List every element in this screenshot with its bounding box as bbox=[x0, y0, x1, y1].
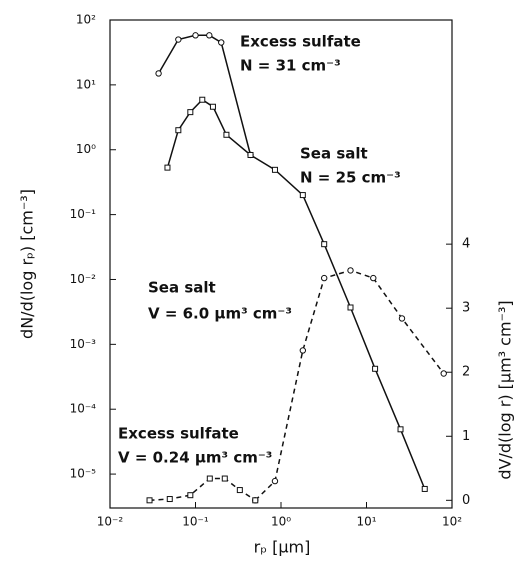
marker bbox=[252, 497, 259, 504]
marker bbox=[206, 32, 213, 39]
marker bbox=[199, 96, 206, 103]
annotation: N = 31 cm⁻³ bbox=[240, 57, 341, 75]
marker bbox=[221, 475, 228, 482]
marker bbox=[164, 164, 171, 171]
marker bbox=[187, 109, 194, 116]
y-tick-label: 10⁻¹ bbox=[70, 207, 97, 221]
marker bbox=[166, 496, 173, 503]
annotation: Sea salt bbox=[148, 279, 216, 297]
y2-tick-label: 3 bbox=[462, 301, 470, 316]
marker bbox=[440, 370, 447, 377]
y-tick-label: 10⁻³ bbox=[70, 337, 97, 351]
y2-tick-label: 2 bbox=[462, 365, 470, 380]
x-tick-label: 10⁰ bbox=[271, 515, 291, 529]
y-tick-label: 10¹ bbox=[76, 77, 96, 91]
annotation: V = 0.24 μm³ cm⁻³ bbox=[118, 449, 272, 467]
annotation: Excess sulfate bbox=[240, 33, 361, 51]
marker bbox=[370, 274, 377, 282]
series-line bbox=[254, 269, 445, 501]
marker bbox=[397, 426, 404, 433]
x-axis-label: rₚ [μm] bbox=[254, 538, 311, 557]
marker bbox=[187, 492, 194, 499]
x-tick-label: 10¹ bbox=[356, 515, 376, 529]
marker bbox=[155, 70, 162, 77]
marker bbox=[372, 365, 379, 372]
marker bbox=[320, 274, 328, 282]
annotation: V = 6.0 μm³ cm⁻³ bbox=[148, 305, 292, 323]
x-tick-label: 10² bbox=[442, 515, 462, 529]
marker bbox=[209, 103, 216, 110]
y-tick-label: 10⁻² bbox=[70, 272, 97, 286]
marker bbox=[146, 497, 153, 504]
y2-tick-label: 0 bbox=[462, 493, 470, 508]
marker bbox=[247, 151, 254, 158]
y-tick-label: 10² bbox=[76, 13, 96, 27]
marker bbox=[223, 131, 230, 138]
y-tick-label: 10⁻⁵ bbox=[70, 467, 97, 481]
marker bbox=[192, 32, 199, 39]
annotation: N = 25 cm⁻³ bbox=[300, 169, 401, 187]
marker bbox=[206, 475, 213, 482]
x-tick-label: 10⁻² bbox=[97, 515, 124, 529]
y-tick-label: 10⁻⁴ bbox=[70, 402, 97, 416]
marker bbox=[347, 267, 354, 274]
annotation: Sea salt bbox=[300, 145, 368, 163]
y2-axis-label: dV/d(log r) [μm³ cm⁻³] bbox=[496, 300, 515, 479]
marker bbox=[299, 347, 307, 354]
marker bbox=[299, 192, 306, 199]
marker bbox=[321, 241, 328, 248]
marker bbox=[236, 487, 243, 494]
marker bbox=[421, 485, 428, 492]
marker bbox=[175, 127, 182, 134]
y2-tick-label: 4 bbox=[462, 237, 470, 252]
marker bbox=[175, 36, 182, 43]
y2-tick-label: 1 bbox=[462, 429, 470, 444]
marker bbox=[218, 39, 225, 46]
marker bbox=[271, 166, 278, 173]
y-axis-label: dN/d(log rₚ) [cm⁻³] bbox=[18, 189, 37, 339]
marker bbox=[271, 477, 279, 485]
y-tick-label: 10⁰ bbox=[76, 142, 96, 156]
x-tick-label: 10⁻¹ bbox=[182, 515, 209, 529]
annotation: Excess sulfate bbox=[118, 425, 239, 443]
marker bbox=[398, 315, 406, 322]
series-line bbox=[157, 34, 252, 156]
marker bbox=[347, 304, 354, 311]
